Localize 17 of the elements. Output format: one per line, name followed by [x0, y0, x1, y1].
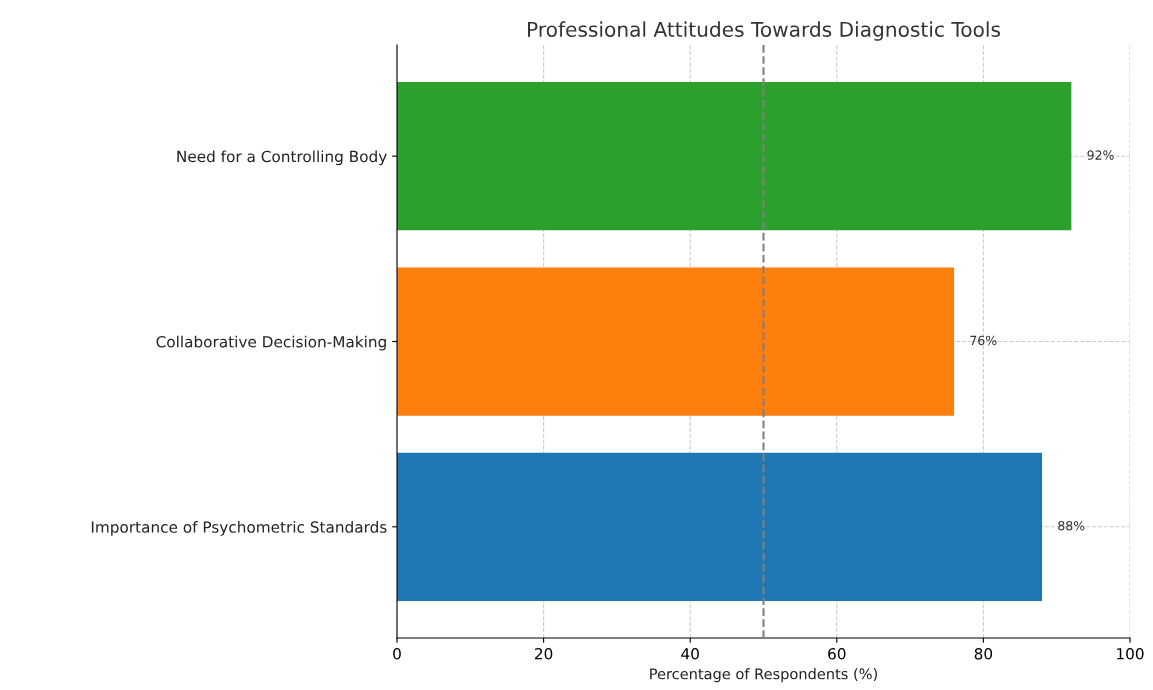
y-tick-label: Importance of Psychometric Standards	[91, 521, 387, 536]
data-label: 92%	[1087, 150, 1114, 160]
x-tick-label: 80	[974, 647, 993, 660]
y-tick-label: Collaborative Decision-Making	[156, 335, 386, 351]
bar	[397, 267, 955, 416]
chart-title: Professional Attitudes Towards Diagnostic Tools	[528, 21, 1000, 41]
x-tick-label: 20	[535, 647, 553, 660]
x-tick-label: 100	[1117, 647, 1144, 660]
bar	[397, 452, 1043, 601]
x-tick-label: 60	[828, 647, 846, 660]
y-tick-label: Need for a Controlling Body	[177, 150, 387, 166]
x-axis-title: Percentage of Respondents (%)	[650, 668, 877, 683]
x-tick-label: 40	[681, 647, 699, 660]
data-label: 76%	[970, 335, 997, 346]
x-tick-label: 0	[393, 647, 401, 660]
bar	[397, 82, 1072, 231]
data-label: 88%	[1058, 520, 1085, 531]
